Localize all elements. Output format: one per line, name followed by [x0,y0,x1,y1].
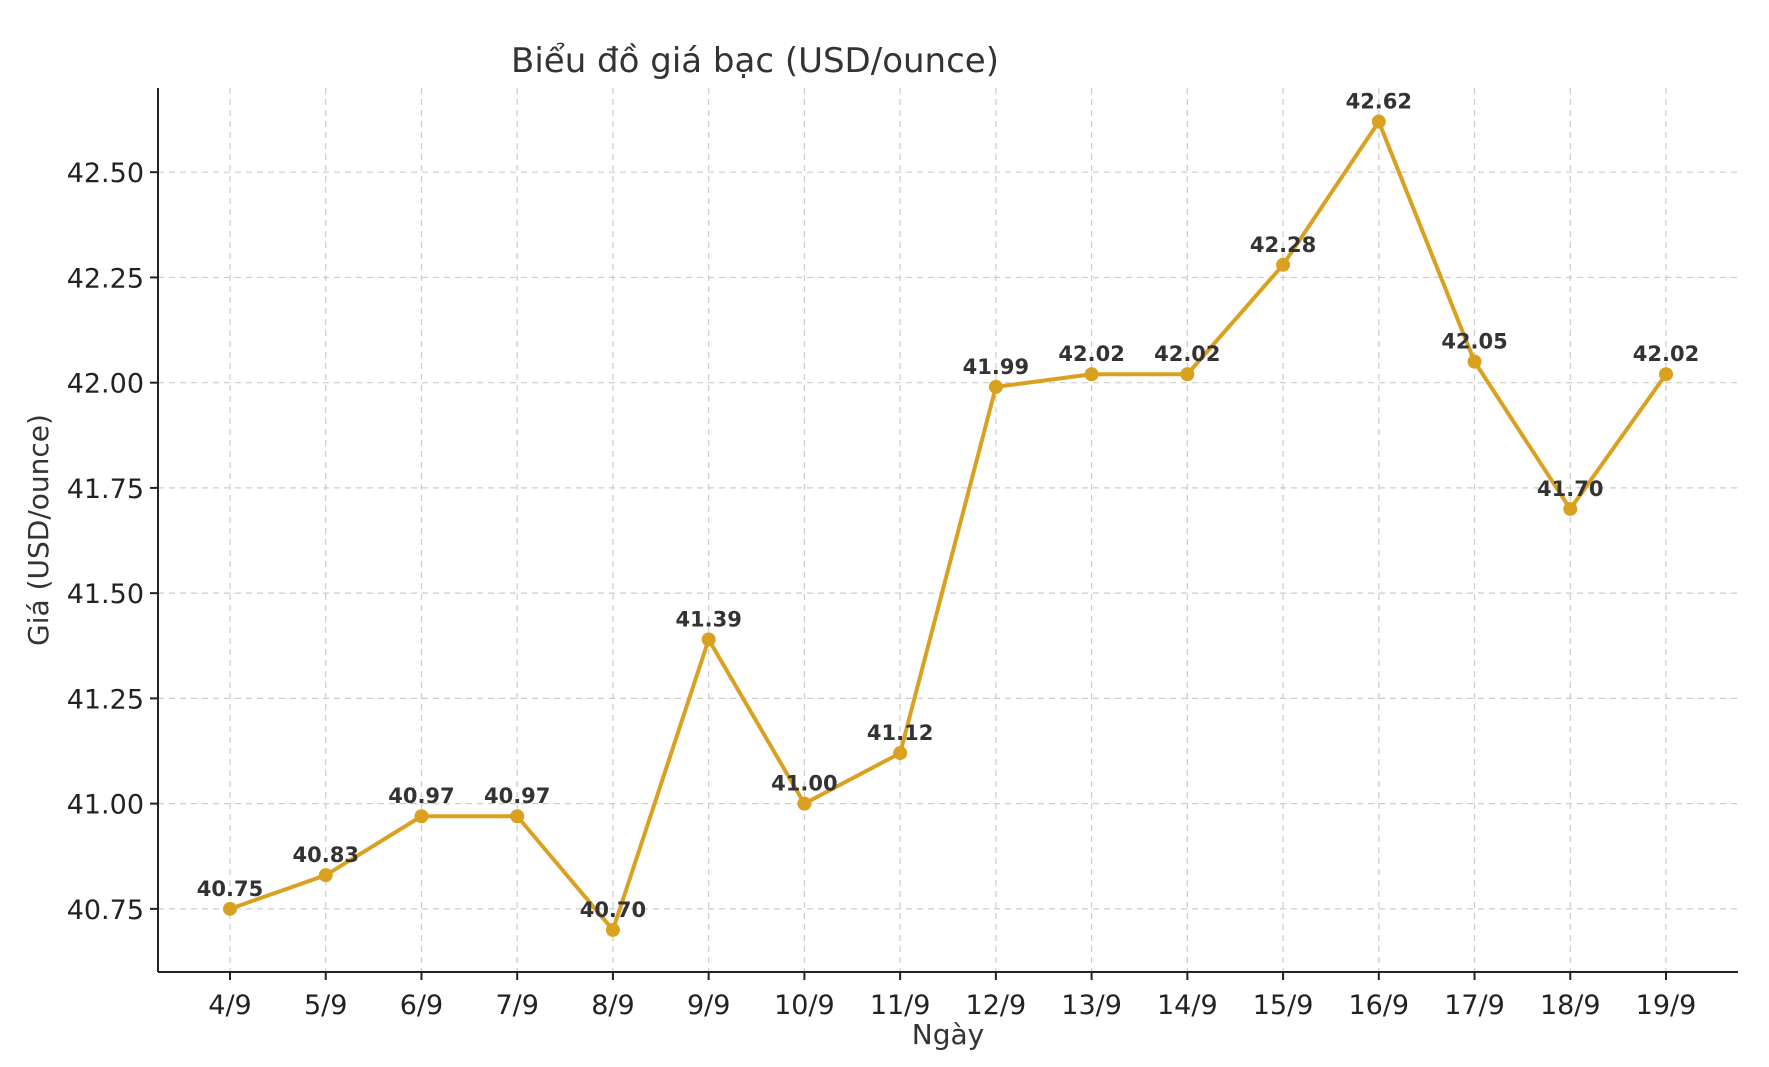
x-tick-label: 17/9 [1444,990,1505,1021]
data-point [1276,257,1291,272]
chart-title: Biểu đồ giá bạc (USD/ounce) [511,41,999,81]
y-tick-label: 42.25 [67,263,144,294]
x-tick-label: 8/9 [591,990,634,1021]
x-tick-label: 7/9 [495,990,538,1021]
data-label: 41.70 [1537,477,1603,501]
data-point [1371,114,1386,129]
x-tick-label: 16/9 [1348,990,1409,1021]
data-label: 42.28 [1250,233,1316,257]
data-point [1180,367,1195,382]
x-tick-label: 10/9 [774,990,835,1021]
x-tick-label: 13/9 [1061,990,1122,1021]
data-label: 40.83 [293,843,359,867]
x-tick-label: 11/9 [870,990,931,1021]
y-tick-label: 40.75 [67,895,144,926]
y-tick-label: 41.25 [67,684,144,715]
x-tick-label: 14/9 [1157,990,1218,1021]
data-point [1467,354,1482,369]
data-label: 41.00 [771,772,837,796]
data-label: 42.02 [1058,342,1124,366]
y-tick-label: 41.75 [67,474,144,505]
data-point [318,868,333,883]
data-label: 42.02 [1154,342,1220,366]
series-line [229,119,1668,932]
x-tick-label: 15/9 [1253,990,1314,1021]
data-label: 40.97 [388,784,454,808]
data-series [223,114,1673,937]
y-tick-label: 42.00 [67,369,144,400]
axes [157,88,1738,973]
data-label: 40.97 [484,784,550,808]
x-tick-label: 12/9 [966,990,1027,1021]
x-tick-label: 9/9 [687,990,730,1021]
data-label: 40.75 [197,877,263,901]
data-label: 41.39 [675,607,741,631]
data-point [1563,501,1578,516]
data-point [1659,367,1673,382]
y-axis-title: Giá (USD/ounce) [22,414,55,646]
data-label: 40.70 [580,898,646,922]
data-point [1084,367,1099,382]
data-point [414,809,429,824]
data-point [988,379,1003,394]
x-tick-label: 18/9 [1540,990,1601,1021]
data-label: 42.05 [1441,330,1507,354]
data-point [893,746,908,761]
data-point [701,632,716,647]
data-label: 41.99 [963,355,1029,379]
data-labels: 40.75 40.83 40.97 40.97 40.70 41.39 41.00 41.12… [197,90,1699,922]
data-label: 41.12 [867,721,933,745]
tick-labels: 4/9 5/9 6/9 7/9 8/9 9/9 10/9 11/9 12/9 13/9 14/9 15… [67,158,1697,1021]
data-point [223,901,237,916]
data-label: 42.62 [1346,90,1412,114]
y-tick-label: 42.50 [67,158,144,189]
x-tick-label: 19/9 [1636,990,1697,1021]
data-point [605,922,620,937]
grid-lines [158,88,1738,972]
x-tick-label: 6/9 [400,990,443,1021]
x-tick-label: 5/9 [304,990,347,1021]
data-label: 42.02 [1633,342,1699,366]
x-tick-label: 4/9 [208,990,251,1021]
data-point [797,796,812,811]
y-tick-label: 41.50 [67,579,144,610]
y-tick-label: 41.00 [67,790,144,821]
data-point [510,809,525,824]
x-axis-title: Ngày [912,1018,984,1051]
